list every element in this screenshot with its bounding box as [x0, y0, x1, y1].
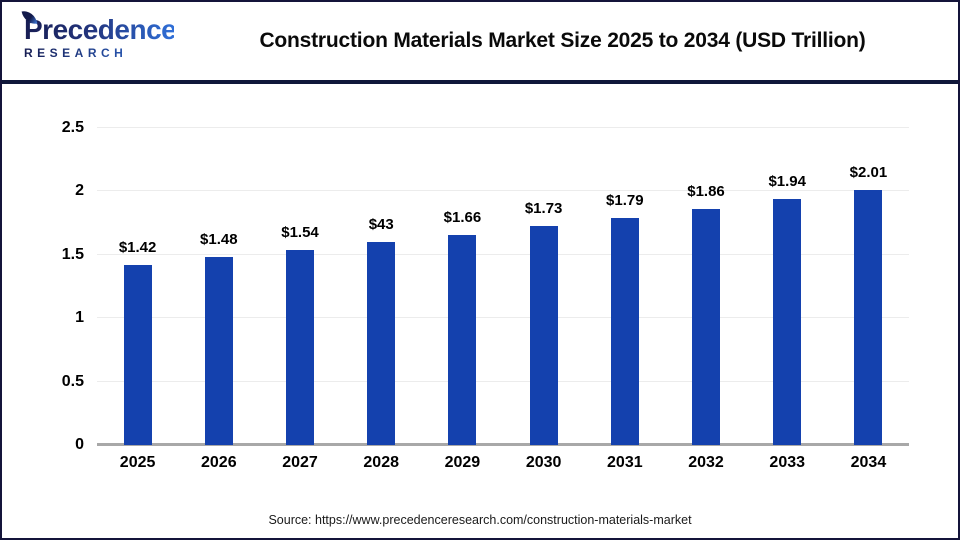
x-axis-label-2032: 2032 — [688, 454, 724, 471]
y-axis-tick-label: 0.5 — [61, 372, 84, 390]
bar-2026 — [204, 257, 233, 445]
x-axis-label-2030: 2030 — [525, 454, 562, 471]
bar-value-label-2029: $1.66 — [443, 208, 482, 226]
x-axis-label-2033: 2033 — [769, 454, 806, 471]
bar-column-2025: $1.42 — [97, 128, 178, 445]
bar-2027 — [286, 249, 314, 445]
bar-column-2030: $1.73 — [503, 128, 584, 445]
x-axis-label-2028: 2028 — [363, 454, 399, 471]
logo-subtext: RESEARCH — [24, 47, 174, 59]
bar-column-2027: $1.54 — [259, 128, 340, 445]
gridline-2 — [97, 190, 909, 192]
bars-container: $1.42 $1.48 $1.54 $43 $1.66 $1.73 $1.79 $1.86 $1… — [97, 128, 909, 445]
bar-value-label-2031: $1.79 — [606, 192, 644, 210]
bar-value-label-2032: $1.86 — [687, 183, 725, 201]
x-axis-label-2025: 2025 — [119, 454, 156, 471]
bar-column-2028: $43 — [341, 128, 422, 445]
bar-2025 — [123, 264, 152, 445]
x-axis-label-2029: 2029 — [444, 454, 481, 471]
x-axis-label-2031: 2031 — [607, 454, 643, 471]
header: Precedence RESEARCH Construction Materia… — [2, 2, 958, 84]
gridline-0.5 — [97, 380, 909, 382]
x-axis: 2025 2026 2027 2028 2029 2030 2031 2032 2033 2034 — [97, 454, 909, 472]
bar-column-2031: $1.79 — [584, 128, 665, 445]
gridline-2.5 — [97, 127, 909, 128]
x-axis-line — [97, 443, 909, 446]
bar-column-2033: $1.94 — [747, 128, 828, 445]
y-axis-tick-label: 2.5 — [61, 119, 84, 136]
bar-2033 — [773, 199, 802, 445]
plot-area: 0 0.5 1 1.5 2 2.5 $1.42 $1.48 $1.54 $43 $1.66 $1.73… — [62, 119, 909, 453]
bar-2030 — [529, 225, 558, 445]
bar-value-label-2030: $1.73 — [524, 199, 563, 217]
gridline-1 — [97, 317, 909, 319]
precedence-research-logo: Precedence RESEARCH — [21, 8, 177, 59]
bar-value-label-2033: $1.94 — [768, 173, 806, 191]
logo-wordmark: Precedence — [21, 8, 177, 45]
bar-2029 — [448, 234, 477, 445]
chart-title: Construction Materials Market Size 2025 … — [259, 29, 866, 52]
y-axis-tick-label: 2 — [75, 182, 84, 200]
bar-value-label-2027: $1.54 — [281, 223, 319, 241]
y-axis-tick-label: 1.5 — [61, 245, 84, 263]
logo-line1-text: Precedence — [24, 14, 177, 45]
x-axis-label-2026: 2026 — [201, 454, 237, 471]
bar-2031 — [610, 218, 639, 445]
bar-column-2029: $1.66 — [422, 128, 503, 445]
bar-column-2026: $1.48 — [178, 128, 259, 445]
bar-column-2032: $1.86 — [665, 128, 746, 445]
bar-2028 — [367, 242, 396, 445]
source-note: Source: https://www.precedenceresearch.c… — [268, 513, 692, 527]
bar-value-label-2034: $2.01 — [849, 164, 888, 182]
gridline-1.5 — [97, 253, 909, 255]
bar-2034 — [854, 190, 883, 445]
bar-value-label-2026: $1.48 — [200, 231, 238, 249]
bar-value-label-2028: $43 — [368, 216, 394, 234]
bar-2032 — [692, 209, 721, 445]
x-axis-label-2034: 2034 — [850, 454, 887, 471]
bar-column-2034: $2.01 — [828, 128, 909, 445]
y-axis-tick-label: 1 — [75, 309, 84, 327]
x-axis-label-2027: 2027 — [282, 454, 318, 471]
bar-value-label-2025: $1.42 — [118, 238, 157, 256]
y-axis-tick-label: 0 — [75, 436, 84, 453]
